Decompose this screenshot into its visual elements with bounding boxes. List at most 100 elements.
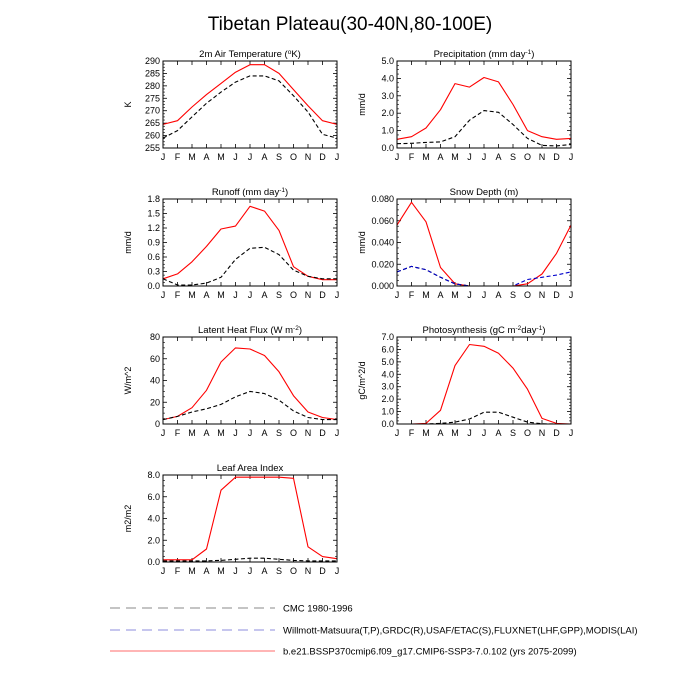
x-tick-label: M (451, 290, 459, 300)
series-line-model (397, 343, 572, 425)
y-tick-label: 270 (145, 106, 160, 116)
x-tick-label: O (290, 152, 297, 162)
y-axis-label: mm/d (357, 93, 367, 116)
x-tick-label: D (319, 566, 326, 576)
series-line-model (162, 205, 337, 281)
plot-frame (396, 60, 572, 149)
panel-2m-air-temperature: 2m Air Temperature (oK) K 255 260 265 270 275 2… (123, 49, 339, 163)
x-tick-label: A (261, 566, 267, 576)
x-tick-label: J (395, 428, 400, 438)
y-tick-label: 260 (145, 131, 160, 141)
y-tick-label: 1.8 (147, 194, 160, 204)
y-tick-label: 0.000 (371, 281, 394, 291)
y-tick-label: 0.060 (371, 216, 394, 226)
x-tick-label: M (188, 152, 196, 162)
y-tick-label: 6.0 (147, 492, 160, 502)
panel-title: Precipitation (mm day-1) (434, 49, 535, 61)
y-tick-label: 0.0 (381, 143, 394, 153)
x-tick-label: S (276, 290, 282, 300)
x-tick-label: F (409, 152, 415, 162)
y-tick-label: 280 (145, 81, 160, 91)
x-tick-label: D (553, 152, 560, 162)
panel-photosynthesis-gc-m: Photosynthesis (gC m-2day-1) gC/m^2/d 0.0 1… (357, 325, 573, 439)
plot-frame (162, 60, 338, 149)
panel-title: Leaf Area Index (217, 463, 284, 474)
x-tick-label: O (524, 428, 531, 438)
x-tick-label: J (395, 152, 400, 162)
panel-title: Latent Heat Flux (W m-2) (198, 325, 302, 337)
y-tick-label: 5.0 (381, 357, 394, 367)
legend-label: b.e21.BSSP370cmip6.f09_g17.CMIP6-SSP3-7.… (283, 647, 577, 658)
y-tick-label: 255 (145, 143, 160, 153)
x-tick-label: A (495, 152, 501, 162)
x-tick-label: A (261, 290, 267, 300)
x-tick-label: O (290, 566, 297, 576)
y-axis-label: mm/d (123, 231, 133, 254)
y-tick-label: 80 (150, 332, 160, 342)
x-tick-label: O (524, 290, 531, 300)
x-tick-label: D (319, 152, 326, 162)
panels: 2m Air Temperature (oK) K 255 260 265 270 275 2… (123, 49, 573, 577)
panel-title: Runoff (mm day-1) (212, 187, 288, 199)
y-axis-label: K (123, 101, 133, 107)
x-tick-label: J (569, 428, 574, 438)
x-tick-label: J (248, 566, 253, 576)
y-tick-label: 0.9 (147, 238, 160, 248)
x-tick-label: S (510, 152, 516, 162)
y-tick-label: 6.0 (381, 344, 394, 354)
plot-frame (162, 336, 338, 425)
y-tick-label: 1.5 (147, 209, 160, 219)
x-tick-label: M (451, 428, 459, 438)
x-tick-label: F (175, 290, 181, 300)
panel-runoff-mm-day: Runoff (mm day-1) mm/d 0.0 0.3 0.6 0.9 1.2 1.5 1… (123, 187, 339, 301)
y-axis-label: gC/m^2/d (357, 361, 367, 399)
y-tick-label: 4.0 (381, 369, 394, 379)
x-tick-label: D (553, 290, 560, 300)
y-tick-label: 20 (150, 397, 160, 407)
x-tick-label: A (261, 428, 267, 438)
x-tick-label: J (467, 428, 472, 438)
x-tick-label: F (175, 152, 181, 162)
series-line-cmc (163, 557, 337, 562)
x-tick-label: F (409, 290, 415, 300)
x-tick-label: J (482, 152, 487, 162)
x-tick-label: F (175, 428, 181, 438)
x-tick-label: M (217, 152, 225, 162)
y-axis-label: mm/d (357, 231, 367, 254)
x-tick-label: S (276, 152, 282, 162)
x-tick-label: A (261, 152, 267, 162)
legend: CMC 1980-1996 Willmott-Matsuura(T,P),GRDC… (110, 604, 638, 658)
x-tick-label: M (422, 152, 430, 162)
y-tick-label: 275 (145, 93, 160, 103)
series-line-model (162, 64, 338, 125)
series-line-model (163, 476, 338, 561)
x-tick-label: N (305, 428, 312, 438)
y-tick-label: 285 (145, 68, 160, 78)
x-tick-label: J (467, 152, 472, 162)
panel-title: Photosynthesis (gC m-2day-1) (423, 325, 546, 337)
x-tick-label: J (233, 566, 238, 576)
x-tick-label: J (161, 152, 166, 162)
x-tick-label: A (203, 152, 209, 162)
x-tick-label: M (422, 428, 430, 438)
x-tick-label: N (305, 152, 312, 162)
y-tick-label: 7.0 (381, 332, 394, 342)
x-tick-label: F (175, 566, 181, 576)
y-axis-label: m2/m2 (123, 505, 133, 533)
x-tick-label: A (437, 428, 443, 438)
x-tick-label: A (437, 152, 443, 162)
x-tick-label: J (335, 290, 340, 300)
y-tick-label: 0 (155, 419, 160, 429)
panel-title: 2m Air Temperature (oK) (199, 49, 301, 61)
y-tick-label: 40 (150, 376, 160, 386)
panel-title: Snow Depth (m) (450, 187, 519, 198)
y-tick-label: 5.0 (381, 56, 394, 66)
x-tick-label: J (569, 152, 574, 162)
x-tick-label: M (422, 290, 430, 300)
x-tick-label: S (276, 566, 282, 576)
series-line-cmc (162, 246, 337, 286)
panel-snow-depth-m: Snow Depth (m) mm/d 0.000 0.020 0.040 0.060 0.… (357, 187, 573, 300)
